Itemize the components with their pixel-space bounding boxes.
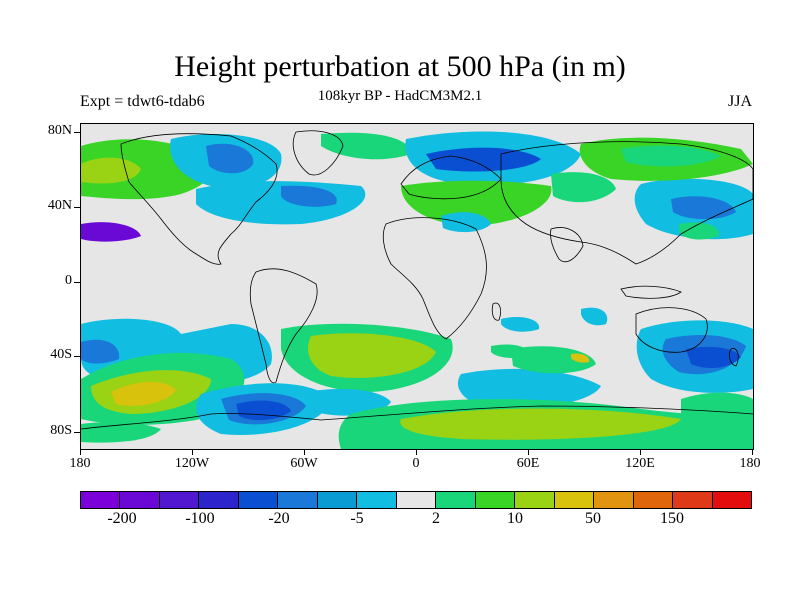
season-label: JJA [727,93,752,110]
lon-tick [528,449,529,455]
colorbar-segment [238,492,279,508]
lon-tick [752,449,753,455]
colorbar-segment [81,492,121,508]
coast-new-zealand [729,348,739,367]
lon-label-180-west: 180 [69,456,91,471]
coast-south-america [249,268,318,384]
contour-na-blue-dark [206,143,254,174]
colorbar-label-50: 50 [585,510,601,527]
lon-tick [640,449,641,455]
contour-arctic-lime-west [81,157,141,184]
colorbar-segment [357,492,397,508]
coast-australia [635,307,708,353]
contour-tropic-blue-1 [501,317,540,332]
colorbar-segment [594,492,634,508]
lat-tick [74,356,80,357]
lon-tick [304,449,305,455]
colorbar-segment [673,492,713,508]
colorbar-label-neg100: -100 [185,510,215,527]
lat-label-40n: 40N [47,198,72,213]
contour-eurasia-aqua [551,172,616,203]
contour-sh-west-blue-dark [81,339,120,364]
lon-label-60e: 60E [516,456,540,471]
lon-label-60w: 60W [290,456,318,471]
contour-sh-atlantic-blue [306,389,391,416]
colorbar-label-10: 10 [507,510,523,527]
colorbar-segment [475,492,516,508]
contour-antarctic-lime [400,408,681,440]
contour-ne-asia-aqua [621,145,721,167]
lat-label-80n: 80N [47,123,72,138]
contour-ne-pacific-purple [81,222,141,242]
lon-tick [416,449,417,455]
contour-arctic-green-center [321,132,411,160]
coastlines [81,130,753,430]
colorbar-label-2: 2 [432,510,440,527]
lon-label-120e: 120E [625,456,655,471]
coast-india [550,227,584,263]
lat-tick [74,132,80,133]
contour-sh-australia-navy [686,346,741,369]
lon-label-0: 0 [412,456,420,471]
coast-north-america [120,133,278,265]
lon-tick [80,449,81,455]
colorbar-label-150: 150 [660,510,684,527]
colorbar-label-neg5: -5 [350,510,364,527]
lat-tick [74,207,80,208]
contour-sh-indian-gold [571,353,590,363]
lat-label-40s: 40S [50,347,72,362]
contour-sh-indian-blue [457,368,601,408]
colorbar-segment [120,492,160,508]
contour-sh-atlantic-lime [307,333,436,378]
colorbar-segment [396,492,437,508]
coast-indonesia [620,285,682,299]
contour-sh-indian-aqua [511,346,596,374]
coast-greenland [292,130,344,176]
colorbar-segment [278,492,318,508]
lon-tick [192,449,193,455]
colorbar-label-neg20: -20 [268,510,290,527]
contour-eurasia-green [401,180,552,226]
lat-tick [74,282,80,283]
colorbar-segment [633,492,674,508]
experiment-label: Expt = tdwt6-tdab6 [80,93,205,110]
contour-sh-southpac-gold [111,381,176,406]
contour-tropic-blue-2 [581,307,608,326]
colorbar-segment [436,492,476,508]
contour-pacific-blue-dark [671,196,736,220]
map-subtitle: 108kyr BP - HadCM3M2.1 [317,88,483,104]
colorbar-segment [554,492,595,508]
contour-nw-pacific-aqua [679,222,720,240]
coast-asia [500,141,753,265]
lat-label-80s: 80S [50,423,72,438]
coast-antarctica [81,405,753,430]
coast-africa [382,217,487,340]
colorbar-segment [317,492,358,508]
lat-tick [74,432,80,433]
lat-label-0: 0 [65,273,72,288]
contour-europe-blue-dark [426,147,541,172]
lon-label-180-east: 180 [739,456,761,471]
colorbar-segment [159,492,200,508]
colorbar-segment [199,492,239,508]
coast-madagascar [491,302,501,321]
colorbar-label-neg200: -200 [107,510,137,527]
colorbar [80,491,752,509]
map-panel [80,123,754,450]
contour-map [81,124,753,449]
colorbar-segment [515,492,555,508]
map-title: Height perturbation at 500 hPa (in m) [174,50,626,83]
contour-atlantic-blue-dark [281,185,337,207]
colorbar-segment [712,492,751,508]
contour-sh-amundsen-navy [236,400,291,421]
lon-label-120w: 120W [174,456,210,471]
contour-sahara-blue [441,212,491,233]
